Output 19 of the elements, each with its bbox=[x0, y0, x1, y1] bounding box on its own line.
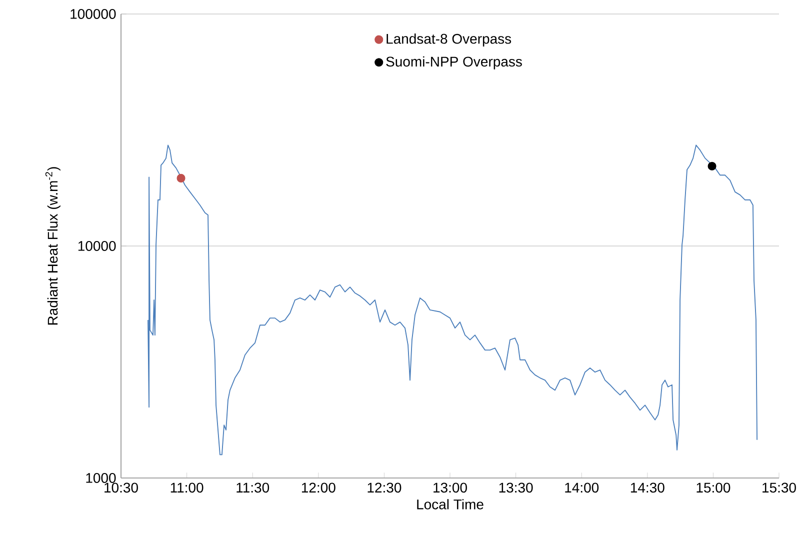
x-tick-label: 13:00 bbox=[434, 482, 467, 493]
x-tick-label: 12:30 bbox=[368, 482, 402, 493]
x-tick-label: 14:30 bbox=[630, 482, 664, 493]
x-tick-label: 10:30 bbox=[104, 482, 138, 493]
legend-label: Landsat-8 Overpass bbox=[386, 34, 512, 47]
y-tick-label: 10000 bbox=[78, 241, 116, 251]
y-axis-title: Radiant Heat Flux (w.m$^{-2}$) bbox=[45, 167, 60, 325]
x-tick-label: 15:30 bbox=[762, 482, 796, 493]
x-axis-title: Local Time bbox=[417, 499, 484, 510]
x-tick-label: 11:30 bbox=[236, 482, 270, 493]
y-tick-label: 1000 bbox=[86, 473, 116, 483]
x-tick-label: 15:00 bbox=[696, 482, 730, 493]
x-tick-label: 13:30 bbox=[499, 482, 533, 493]
legend-label: Suomi-NPP Overpass bbox=[386, 56, 522, 70]
x-tick-label: 12:00 bbox=[302, 482, 336, 493]
y-tick-label: 100000 bbox=[70, 9, 116, 19]
x-tick-label: 11:00 bbox=[170, 482, 204, 493]
x-tick-label: 14:00 bbox=[565, 482, 599, 493]
line-series bbox=[148, 144, 758, 456]
